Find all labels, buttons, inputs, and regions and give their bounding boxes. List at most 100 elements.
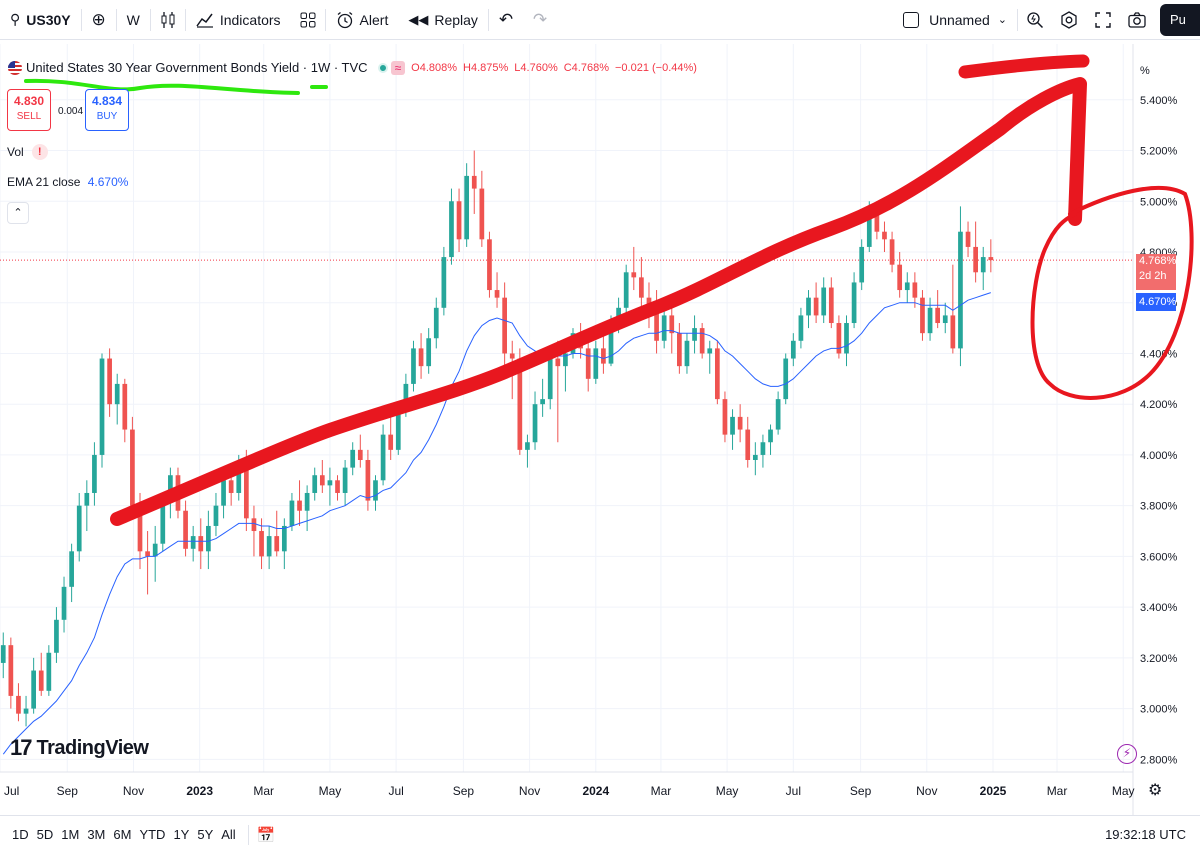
collapse-legend-button[interactable]: ⌃ bbox=[7, 202, 29, 224]
time-tick-label: Jul bbox=[786, 784, 801, 798]
quick-search-button[interactable] bbox=[1018, 0, 1052, 40]
utc-clock[interactable]: 19:32:18 UTC bbox=[1105, 827, 1186, 842]
candle bbox=[768, 424, 773, 455]
candle-body bbox=[866, 213, 872, 247]
candle-body bbox=[236, 467, 242, 493]
publish-button[interactable]: Pu bbox=[1160, 3, 1200, 36]
range-1d-button[interactable]: 1D bbox=[12, 827, 29, 842]
candle bbox=[502, 282, 507, 367]
candle bbox=[737, 404, 743, 443]
close-value: C4.768% bbox=[563, 61, 609, 74]
range-1y-button[interactable]: 1Y bbox=[173, 827, 190, 842]
time-tick-label: Sep bbox=[453, 784, 475, 798]
symbol-legend[interactable]: United States 30 Year Government Bonds Y… bbox=[8, 60, 697, 75]
market-status-icon[interactable] bbox=[377, 62, 388, 73]
time-axis[interactable]: Jul Sep Nov 2023 Mar May Jul Sep Nov 2024 Mar May Ju… bbox=[0, 771, 1135, 798]
settings-button[interactable] bbox=[1052, 0, 1086, 40]
templates-button[interactable] bbox=[291, 0, 325, 40]
candle-body bbox=[920, 297, 925, 334]
range-6m-button[interactable]: 6M bbox=[113, 827, 132, 842]
candle bbox=[327, 467, 333, 506]
candle bbox=[190, 525, 196, 562]
candle bbox=[69, 543, 74, 603]
candle bbox=[547, 353, 553, 410]
sell-price: 4.830 bbox=[13, 94, 45, 108]
replay-button[interactable]: ◀◀ Replay bbox=[398, 0, 488, 40]
candle bbox=[312, 467, 318, 501]
candle-body bbox=[935, 307, 941, 324]
candle-body bbox=[190, 536, 196, 549]
redo-button[interactable]: ↷ bbox=[523, 0, 557, 40]
candle-body bbox=[487, 239, 492, 291]
candle bbox=[84, 480, 90, 532]
candle-body bbox=[540, 399, 545, 405]
lightning-icon[interactable]: ⚡ bbox=[1117, 744, 1137, 764]
candle bbox=[836, 315, 842, 359]
symbol-label: US30Y bbox=[26, 11, 71, 28]
price-tick-label: 3.800% bbox=[1140, 501, 1178, 513]
time-tick-label: May bbox=[319, 784, 342, 798]
candle bbox=[859, 239, 865, 291]
time-tick-label: Mar bbox=[1047, 784, 1068, 798]
candle bbox=[304, 485, 310, 532]
price-axis-bg bbox=[1133, 44, 1200, 815]
interval-button[interactable]: W bbox=[117, 0, 150, 40]
range-1m-button[interactable]: 1M bbox=[61, 827, 80, 842]
candle-body bbox=[912, 282, 918, 298]
candle bbox=[745, 416, 751, 468]
candle-body bbox=[950, 315, 956, 349]
alarm-clock-icon bbox=[337, 11, 352, 28]
range-3m-button[interactable]: 3M bbox=[87, 827, 106, 842]
time-tick-label: Sep bbox=[57, 784, 79, 798]
candle-body bbox=[821, 287, 827, 316]
indicators-button[interactable]: Indicators bbox=[186, 0, 291, 40]
candle bbox=[851, 272, 857, 329]
candle bbox=[958, 206, 963, 367]
redo-icon: ↷ bbox=[532, 9, 548, 29]
tradingview-logo[interactable]: 17 TradingView bbox=[10, 735, 149, 761]
spread-value: 0.004 bbox=[58, 106, 84, 117]
layout-menu-button[interactable]: Unnamed ⌄ bbox=[893, 0, 1017, 40]
candle bbox=[593, 340, 599, 384]
range-ytd-button[interactable]: YTD bbox=[139, 827, 166, 842]
chart-type-button[interactable] bbox=[151, 0, 185, 40]
candle bbox=[882, 221, 887, 252]
candle-body bbox=[137, 505, 143, 552]
range-5y-button[interactable]: 5Y bbox=[197, 827, 214, 842]
candle-body bbox=[31, 670, 36, 709]
time-tick-label: Mar bbox=[253, 784, 274, 798]
symbol-search-button[interactable]: ⚲ US30Y bbox=[0, 0, 81, 40]
axis-settings-gear-icon[interactable]: ⚙ bbox=[1148, 782, 1163, 799]
candle bbox=[152, 525, 158, 582]
compare-symbol-button[interactable]: ⊕ bbox=[82, 0, 116, 40]
price-chart[interactable]: %5.400%5.200%5.000%4.800%4.600%4.400%4.2… bbox=[0, 44, 1200, 815]
candle bbox=[99, 353, 105, 468]
warning-icon[interactable]: ! bbox=[31, 144, 48, 160]
data-delay-badge[interactable]: ≈ bbox=[390, 60, 406, 75]
alert-button[interactable]: Alert bbox=[326, 0, 399, 40]
ema-legend[interactable]: EMA 21 close 4.670% bbox=[7, 175, 128, 189]
open-value: O4.808% bbox=[411, 61, 458, 74]
range-5d-button[interactable]: 5D bbox=[36, 827, 54, 842]
red-trend-arrow-annotation bbox=[110, 77, 1087, 526]
undo-button[interactable]: ↶ bbox=[489, 0, 523, 40]
candle-body bbox=[456, 201, 462, 240]
candle bbox=[707, 340, 713, 374]
legend-title: United States 30 Year Government Bonds Y… bbox=[26, 60, 368, 75]
candle bbox=[54, 607, 59, 663]
buy-button[interactable]: 4.834 BUY bbox=[85, 89, 129, 131]
candle-body bbox=[0, 645, 6, 663]
candle bbox=[213, 492, 219, 537]
candle-body bbox=[722, 399, 728, 435]
calendar-range-icon[interactable]: 📅 bbox=[256, 826, 276, 844]
candle bbox=[494, 272, 500, 308]
candle bbox=[927, 297, 933, 341]
price-tick-label: 3.600% bbox=[1140, 551, 1178, 563]
fullscreen-button[interactable] bbox=[1086, 0, 1120, 40]
candle-body bbox=[418, 348, 424, 367]
price-axis[interactable]: %5.400%5.200%5.000%4.800%4.600%4.400%4.2… bbox=[1132, 44, 1200, 815]
volume-legend[interactable]: Vol ! bbox=[7, 144, 48, 160]
snapshot-button[interactable] bbox=[1120, 0, 1154, 40]
range-all-button[interactable]: All bbox=[221, 827, 236, 842]
sell-button[interactable]: 4.830 SELL bbox=[7, 89, 51, 131]
